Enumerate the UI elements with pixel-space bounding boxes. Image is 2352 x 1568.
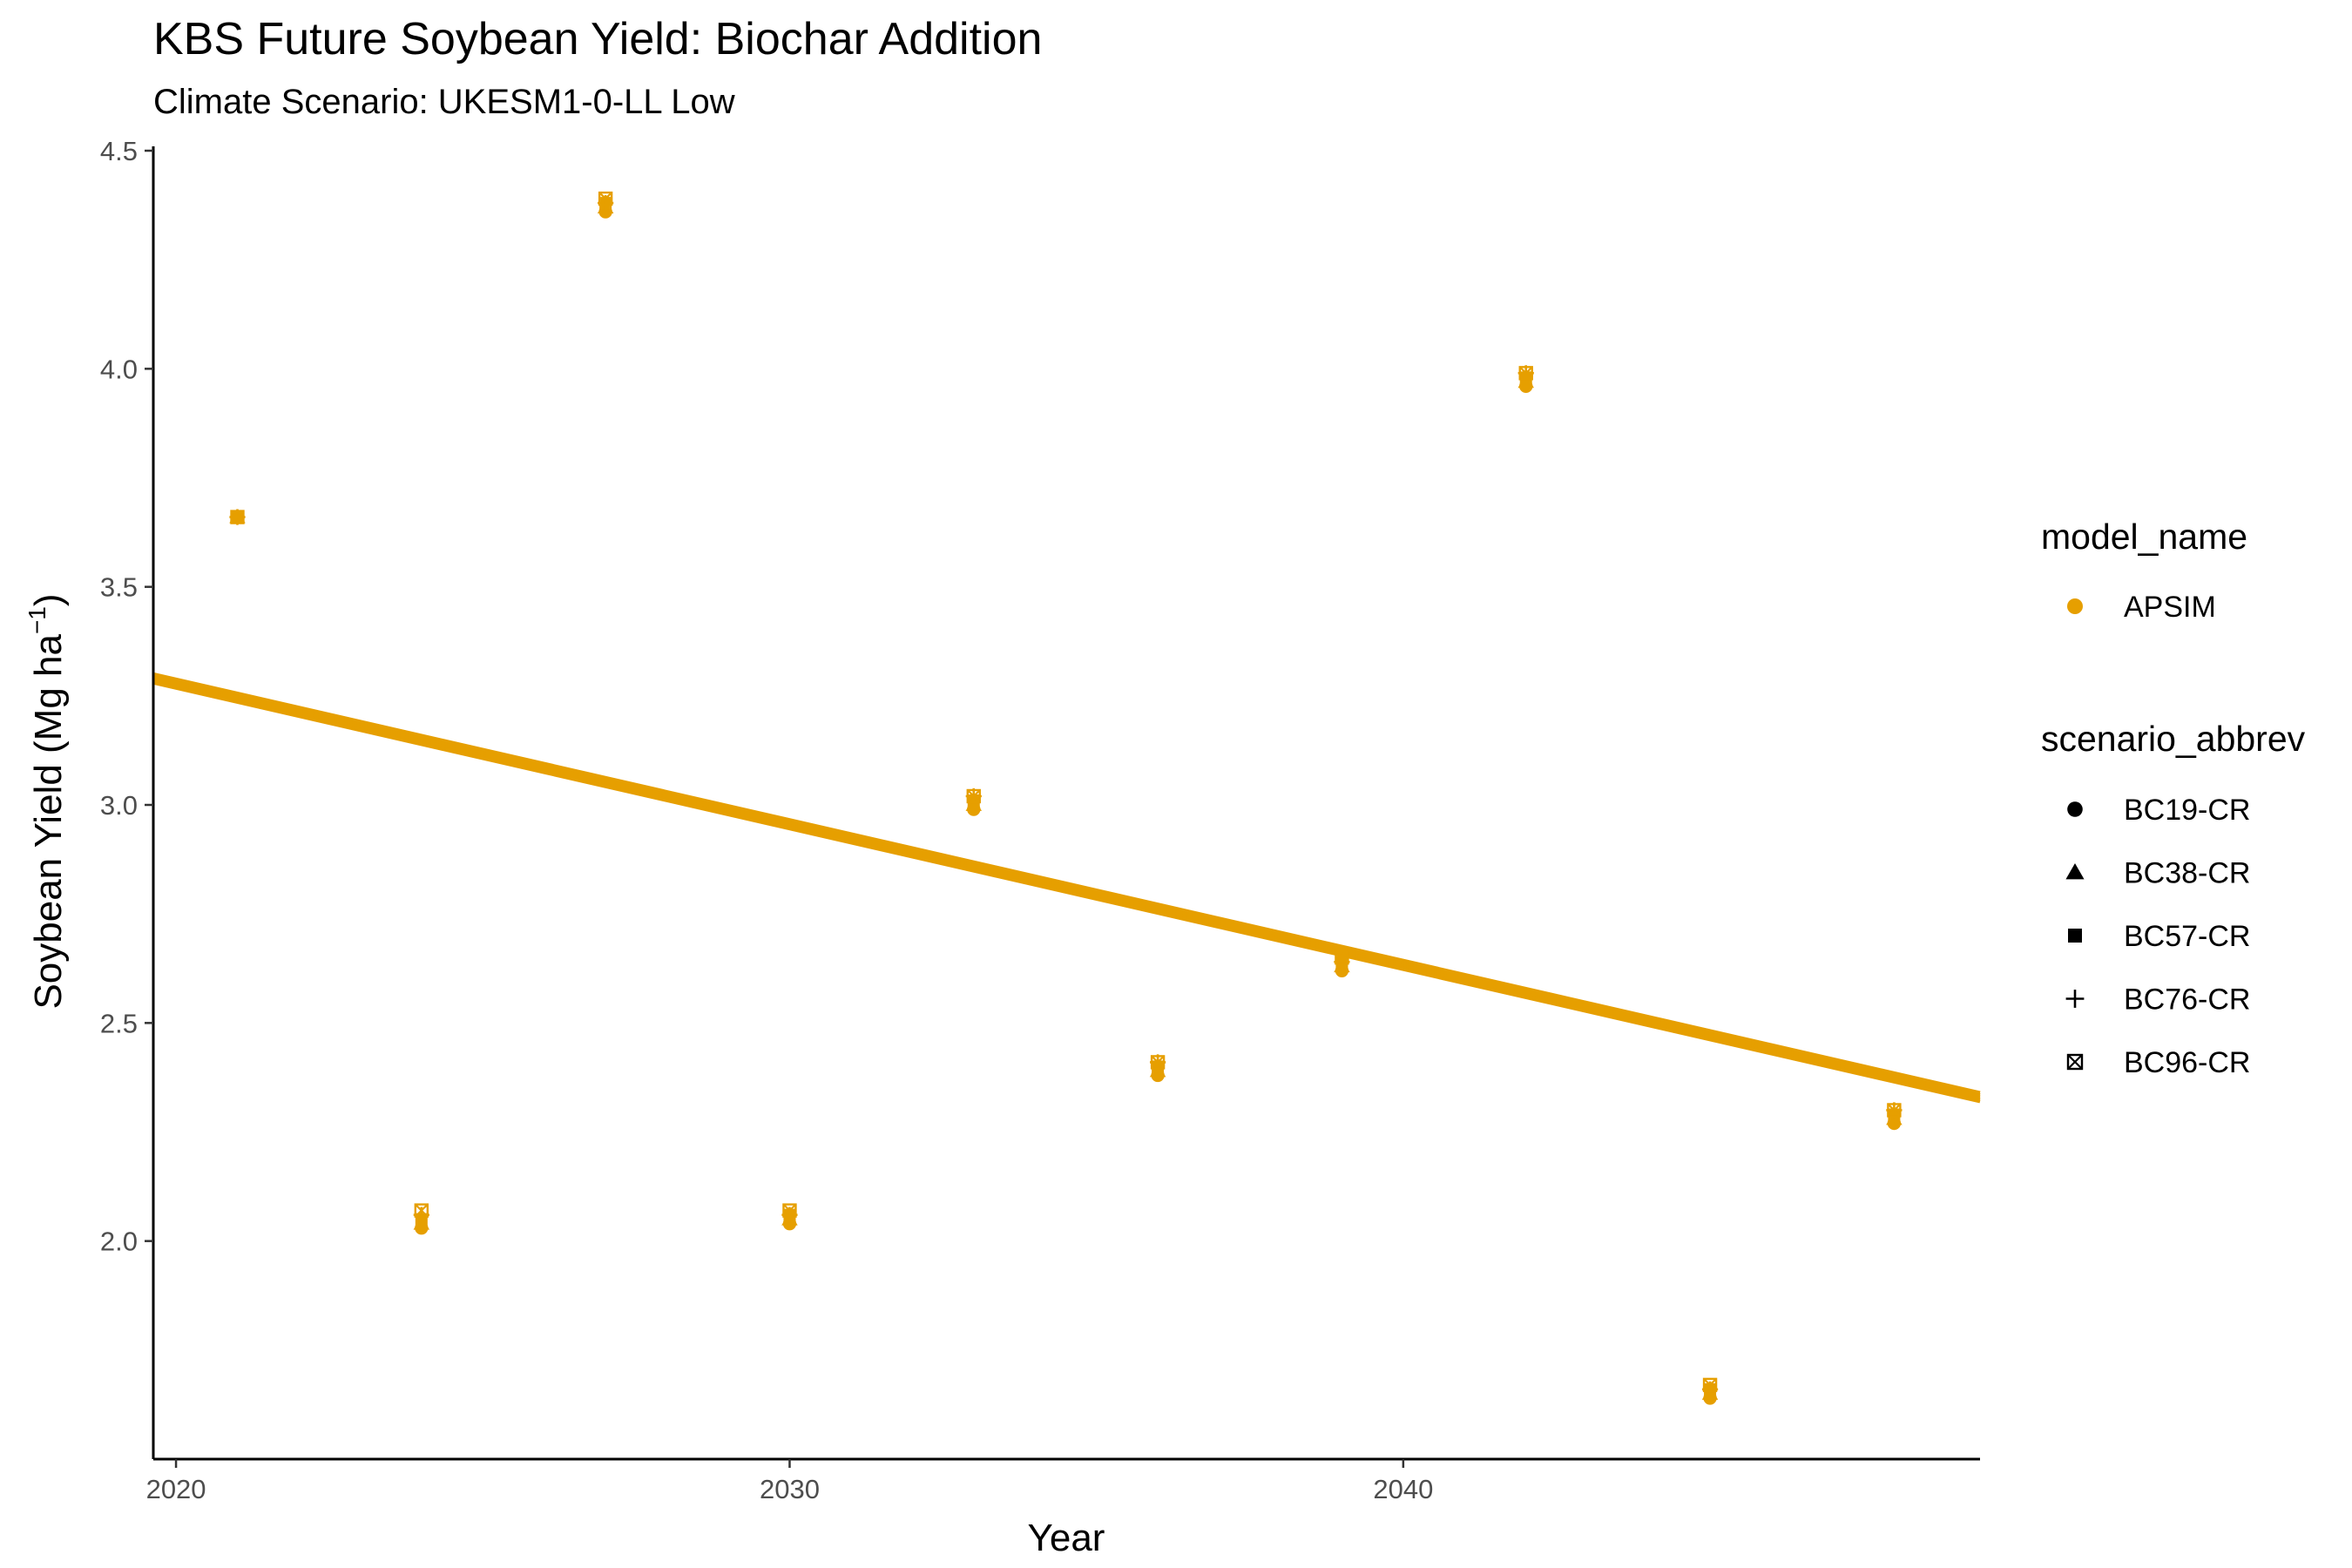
y-tick-label-2: 2.0	[100, 1227, 138, 1257]
legend-shape-key	[2065, 862, 2085, 880]
legend-shape-label: BC76-CR	[2124, 983, 2250, 1017]
data-point-bc96-cr-2024	[414, 1203, 429, 1218]
legend-color-entry-apsim: APSIM	[2067, 591, 2216, 624]
legend-shape-entry-bc57-cr: BC57-CR	[2068, 920, 2250, 953]
trend-lines	[152, 672, 1981, 1104]
legend-shape-entry-bc96-cr: BC96-CR	[2066, 1046, 2250, 1079]
data-point-bc96-cr-2030	[782, 1203, 797, 1218]
x-tick-label-2020: 2020	[146, 1474, 206, 1504]
legend-shape-title: scenario_abbrev	[2041, 719, 2306, 759]
legend-shape-label: BC19-CR	[2124, 794, 2250, 827]
data-point-bc96-cr-2045	[1702, 1377, 1718, 1393]
legend-shape-label: BC96-CR	[2124, 1046, 2250, 1079]
legend-shape-key	[2066, 1053, 2084, 1071]
legend-shape-key	[2068, 929, 2082, 943]
data-point-bc96-cr-2042	[1518, 366, 1533, 381]
trend-line-bc38-cr	[152, 679, 1981, 1101]
data-point-bc96-cr-2027	[598, 191, 613, 206]
series-bc19-cr	[230, 205, 1902, 1405]
x-axis-title: Year	[1028, 1517, 1105, 1559]
y-axis-title-close: )	[27, 593, 70, 606]
data-point-bc96-cr-2039	[1335, 950, 1349, 965]
y-tick-label-4: 4.0	[100, 354, 138, 384]
data-points	[229, 191, 1903, 1405]
trend-line-bc96-cr	[152, 672, 1981, 1095]
chart-subtitle: Climate Scenario: UKESM1-0-LL Low	[153, 83, 735, 121]
legend-color-label: APSIM	[2124, 591, 2216, 624]
y-tick-label-2.5: 2.5	[100, 1008, 138, 1038]
chart-title: KBS Future Soybean Yield: Biochar Additi…	[153, 14, 1042, 64]
legend-shape-key	[2065, 990, 2085, 1008]
x-tick-label-2040: 2040	[1373, 1474, 1433, 1504]
legend-shape-label: BC38-CR	[2124, 857, 2250, 890]
x-ticks: 2020 2030 2040	[146, 1459, 1433, 1504]
y-ticks: 2.0 2.5 3.0 3.5 4.0 4.5	[100, 136, 153, 1257]
series-bc76-cr	[229, 194, 1903, 1397]
legend-color-key	[2067, 598, 2083, 614]
legend-shape-label: BC57-CR	[2124, 920, 2250, 953]
y-tick-label-3: 3.0	[100, 790, 138, 821]
data-point-bc96-cr-2021	[230, 510, 245, 524]
y-tick-label-4.5: 4.5	[100, 136, 138, 166]
trend-line-bc19-cr	[152, 680, 1981, 1104]
trend-line-bc76-cr	[152, 674, 1981, 1097]
legend-shape-key	[2067, 801, 2083, 817]
legend: model_name APSIM scenario_abbrev BC19-CR…	[2041, 517, 2306, 1079]
y-axis-title-text: Soybean Yield (Mg ha	[27, 634, 70, 1010]
x-tick-label-2030: 2030	[760, 1474, 820, 1504]
series-bc57-cr	[231, 197, 1901, 1396]
data-point-bc96-cr-2036	[1150, 1055, 1166, 1070]
legend-shape-entry-bc19-cr: BC19-CR	[2067, 794, 2250, 827]
y-axis-title: Soybean Yield (Mg ha−1)	[24, 593, 70, 1009]
legend-color-entries: APSIM	[2067, 591, 2216, 624]
series-bc38-cr	[229, 199, 1903, 1400]
y-axis-title-superscript: −1	[24, 606, 51, 634]
data-point-bc96-cr-2048	[1887, 1103, 1902, 1118]
legend-shape-entry-bc76-cr: BC76-CR	[2065, 983, 2250, 1017]
data-point-bc96-cr-2033	[966, 788, 981, 804]
y-tick-label-3.5: 3.5	[100, 572, 138, 603]
legend-shape-entry-bc38-cr: BC38-CR	[2065, 857, 2250, 890]
legend-shape-entries: BC19-CR BC38-CR BC57-CR BC76-CR BC96-CR	[2065, 794, 2250, 1079]
trend-line-bc57-cr	[152, 676, 1981, 1099]
series-bc96-cr	[230, 191, 1902, 1393]
legend-color-title: model_name	[2041, 517, 2247, 557]
